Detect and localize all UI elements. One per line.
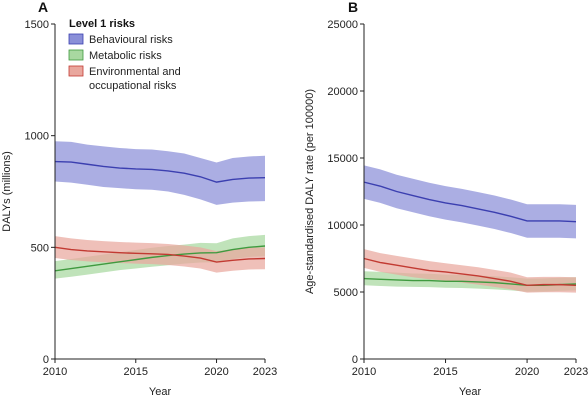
y-tick-label: 25000	[327, 19, 358, 31]
x-tick-label: 2010	[352, 366, 376, 378]
x-tick-label: 2020	[204, 366, 228, 378]
panel-b: B 0 5000 10000 15000 20000 25000 2010 2015 2020 20…	[304, 0, 588, 398]
y-tick-label: 10000	[327, 220, 358, 232]
behavioural-legend-label: Behavioural risks	[89, 34, 173, 46]
environmental-legend-label: Environmental and	[89, 66, 181, 78]
y-tick-label: 15000	[327, 153, 358, 165]
environmental-series-line	[363, 257, 577, 287]
behavioural-uncertainty-band	[364, 165, 576, 239]
legend-title: Level 1 risks	[69, 18, 135, 30]
panel-a-letter: A	[38, 0, 48, 15]
x-tick-label: 2023	[253, 366, 277, 378]
y-tick-label: 0	[352, 354, 358, 366]
x-tick-label: 2015	[124, 366, 148, 378]
y-tick-label: 20000	[327, 86, 358, 98]
x-tick-label: 2023	[564, 366, 588, 378]
x-tick-label: 2020	[515, 366, 539, 378]
y-tick-label: 1500	[25, 19, 49, 31]
metabolic-legend-swatch	[68, 49, 84, 61]
y-tick-label: 0	[43, 354, 49, 366]
behavioural-series-line	[54, 160, 266, 183]
behavioural-uncertainty-band	[55, 141, 265, 205]
environmental-uncertainty-band	[364, 249, 576, 293]
x-tick-label: 2010	[43, 366, 67, 378]
x-axis-label: Year	[459, 386, 482, 398]
legend: Level 1 risks Behavioural risks Metabolic …	[68, 18, 181, 92]
environmental-legend-swatch	[68, 65, 84, 77]
y-axis-label: DALYs (millions)	[1, 151, 13, 231]
x-tick-label: 2015	[433, 366, 457, 378]
environmental-series-line	[54, 246, 266, 263]
metabolic-series-line	[54, 245, 266, 272]
behavioural-legend-swatch	[68, 33, 84, 45]
y-tick-label: 500	[31, 242, 49, 254]
panel-a: A 0 500 1000 1500 2010 2015 2020 2023 Year DALYs (…	[1, 0, 277, 398]
metabolic-legend-label: Metabolic risks	[89, 50, 162, 62]
x-axis-label: Year	[149, 386, 172, 398]
y-tick-label: 5000	[334, 287, 358, 299]
y-tick-label: 1000	[25, 131, 49, 143]
behavioural-series-line	[363, 181, 577, 223]
y-axis-label: Age-standardised DALY rate (per 100000)	[304, 89, 316, 294]
panel-b-letter: B	[348, 0, 358, 15]
environmental-legend-label: occupational risks	[89, 80, 177, 92]
